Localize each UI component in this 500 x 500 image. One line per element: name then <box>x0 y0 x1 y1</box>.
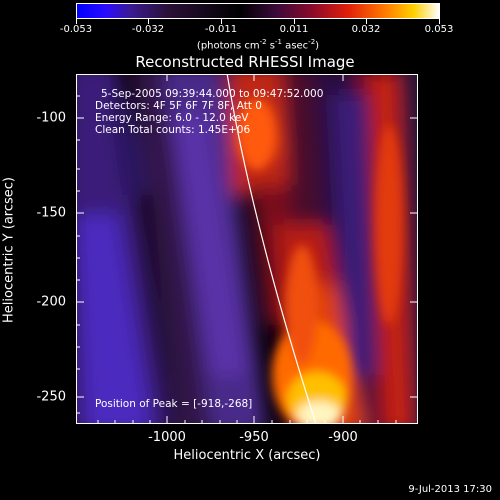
colorbar <box>76 3 440 19</box>
colorbar-tick <box>76 19 77 24</box>
x-tick-label: -950 <box>239 430 269 445</box>
time-range-text: 5-Sep-2005 09:39:44.000 to 09:47:52.000 <box>101 88 324 100</box>
detectors-text: Detectors: 4F 5F 6F 7F 8F, Att 0 <box>95 100 262 112</box>
render-timestamp: 9-Jul-2013 17:30 <box>408 484 492 495</box>
solar-limb-line <box>226 75 317 423</box>
y-tick-label: -150 <box>36 205 66 221</box>
x-axis-label: Heliocentric X (arcsec) <box>173 448 321 463</box>
colorbar-tick <box>221 19 222 24</box>
x-tick-label: -1000 <box>148 430 186 445</box>
y-tick-label: -100 <box>36 110 66 126</box>
image-title: Reconstructed RHESSI Image <box>135 53 355 71</box>
image-plot <box>76 74 418 424</box>
colorbar-tick-label: 0.053 <box>424 24 454 35</box>
colorbar-tick-label: 0.011 <box>279 24 309 35</box>
y-axis-label: Heliocentric Y (arcsec) <box>1 177 17 323</box>
colorbar-tick <box>294 19 295 24</box>
colorbar-tick-label: -0.053 <box>59 24 93 35</box>
y-tick-label: -200 <box>36 294 66 310</box>
x-tick-label: -900 <box>328 430 358 445</box>
y-tick-label: -250 <box>36 389 66 405</box>
peak-position-text: Position of Peak = [-918,-268] <box>95 398 253 410</box>
colorbar-gradient <box>77 4 439 18</box>
colorbar-tick-label: 0.032 <box>351 24 381 35</box>
colorbar-tick <box>439 19 440 24</box>
colorbar-units: (photons cm-2 s-1 asec-2) <box>196 38 320 52</box>
energy-range-text: Energy Range: 6.0 - 12.0 keV <box>95 112 249 124</box>
colorbar-tick <box>148 19 149 24</box>
reconstructed-image <box>77 75 417 423</box>
colorbar-tick-label: -0.011 <box>204 24 238 35</box>
colorbar-tick-label: -0.032 <box>131 24 165 35</box>
colorbar-tick <box>366 19 367 24</box>
clean-counts-text: Clean Total counts: 1.45E+06 <box>95 124 251 136</box>
